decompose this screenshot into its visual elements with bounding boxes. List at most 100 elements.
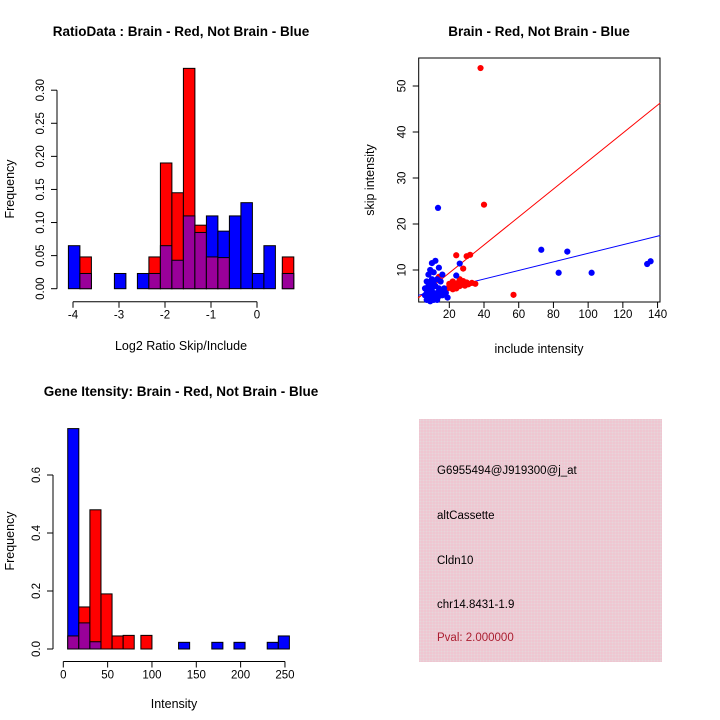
scatter-point-red [472,280,479,287]
x-tick-label: 50 [101,670,114,682]
hist-bar-overlap [281,272,295,290]
y-tick-label: 0.20 [35,145,47,167]
hist-bar-blue [67,245,81,290]
scatter-point-blue [437,278,444,285]
plot-box [418,57,661,303]
hist-bar-blue [136,272,150,290]
hist-bar-blue [228,215,242,290]
scatter-point-blue [444,294,451,301]
scatter-point-blue [647,258,654,265]
scatter-point-blue [435,264,442,271]
x-tick-label: 0 [60,670,66,682]
hist-bar-blue [178,641,191,650]
scatter-point-blue [564,248,571,255]
hist-bar-overlap [67,635,80,650]
hist-bar-blue [263,245,276,290]
hist-bar-overlap [78,622,91,650]
y-tick-label: 0.6 [31,467,43,483]
scatter-point-blue [538,246,545,253]
hist-bar-overlap [182,215,196,290]
y-tick-label: 0.25 [35,112,47,134]
x-tick-label: 80 [547,309,560,321]
panel-title: Brain - Red, Not Brain - Blue [448,24,630,39]
hist-bar-overlap [148,272,161,290]
y-tick-label: 0.05 [35,244,47,266]
hist-bar-blue [266,641,279,650]
hist-bar-red [89,509,102,650]
scatter-point-blue [588,269,595,276]
y-tick-label: 10 [397,264,409,277]
y-tick-label: 50 [397,80,409,93]
hist-bar-overlap [79,272,92,290]
scatter-point-red [460,265,467,272]
scatter-point-blue [432,257,439,264]
y-tick-label: 20 [397,218,409,231]
scatter-point-blue [430,269,437,276]
x-tick-label: 0 [254,310,260,322]
y-tick-label: 40 [397,126,409,139]
scatter-point-blue [439,271,446,278]
y-tick-label: 0.15 [35,178,47,200]
hist-bar-blue [251,272,265,290]
hist-bar-red [111,635,124,650]
x-tick-label: 100 [142,670,161,682]
y-tick-label: 0.4 [31,524,43,541]
x-tick-label: 250 [275,670,294,682]
hist-bar-overlap [205,256,219,290]
event-type-text: altCassette [437,510,495,522]
scatter-point-red [510,291,517,298]
gene-info-panel: G6955494@J919300@j_at altCassette Cldn10… [419,419,662,662]
scatter-point-blue [453,272,460,279]
hist-bar-blue [211,641,224,650]
hist-bar-overlap [171,259,184,290]
hist-bar-red [100,593,113,650]
scatter-point-blue [555,269,562,276]
hist-bar-overlap [89,641,102,650]
hist-bar-red [140,634,153,650]
x-tick-label: 120 [613,309,632,321]
scatter-point-red [480,201,488,208]
scatter-point-red [453,252,460,259]
y-axis-title: Frequency [3,159,17,219]
hist-bar-overlap [159,245,173,290]
hist-bar-red [122,634,135,650]
fit-line-red [417,102,661,299]
y-tick-label: 0.30 [35,79,47,101]
x-tick-label: -4 [68,310,79,322]
x-axis-title: include intensity [495,342,585,356]
panel-gene_hist: 0 50 100 150 200 250 0.0 0.2 0.4 0.6 Gene Itensity… [3,384,319,711]
hist-bar-blue [277,635,290,650]
y-tick-label: 0.2 [31,583,43,599]
hist-bar-overlap [217,257,230,290]
x-tick-label: 200 [231,670,250,682]
gene-symbol-text: Cldn10 [437,555,474,567]
x-tick-label: 20 [443,309,456,321]
x-tick-label: -1 [206,310,216,322]
scatter-point-blue [456,260,463,267]
scatter-point-red [477,64,484,72]
panel-ratio_hist: -4 -3 -2 -1 0 0.00 0.05 0.10 0.15 0.20 0.25 0.30 Rat… [3,24,310,353]
y-tick-label: 0.00 [35,278,47,300]
x-tick-label: 150 [187,670,206,682]
probe-id-text: G6955494@J919300@j_at [437,465,577,477]
y-tick-label: 0.0 [31,641,43,657]
panel-scatter: 20 40 60 80 100 120 140 10 20 30 40 50 Brain - Red, … [363,24,667,356]
scatter-point-red [467,251,474,258]
x-axis-title: Intensity [151,697,198,711]
y-tick-label: 30 [397,172,409,185]
x-axis-title: Log2 Ratio Skip/Include [115,339,247,353]
x-tick-label: 60 [512,309,525,321]
y-tick-label: 0.10 [35,211,47,233]
hist-bar-blue [113,272,127,290]
x-tick-label: -2 [160,310,170,322]
hist-bar-blue [233,641,246,650]
panel-title: RatioData : Brain - Red, Not Brain - Blu… [53,24,310,39]
pvalue-text: Pval: 2.000000 [437,632,514,644]
y-axis-title: Frequency [3,511,17,571]
panel-title: Gene Itensity: Brain - Red, Not Brain - … [44,384,319,399]
x-tick-label: 100 [579,309,598,321]
x-tick-label: 40 [478,309,491,321]
scatter-point-blue [434,204,442,211]
